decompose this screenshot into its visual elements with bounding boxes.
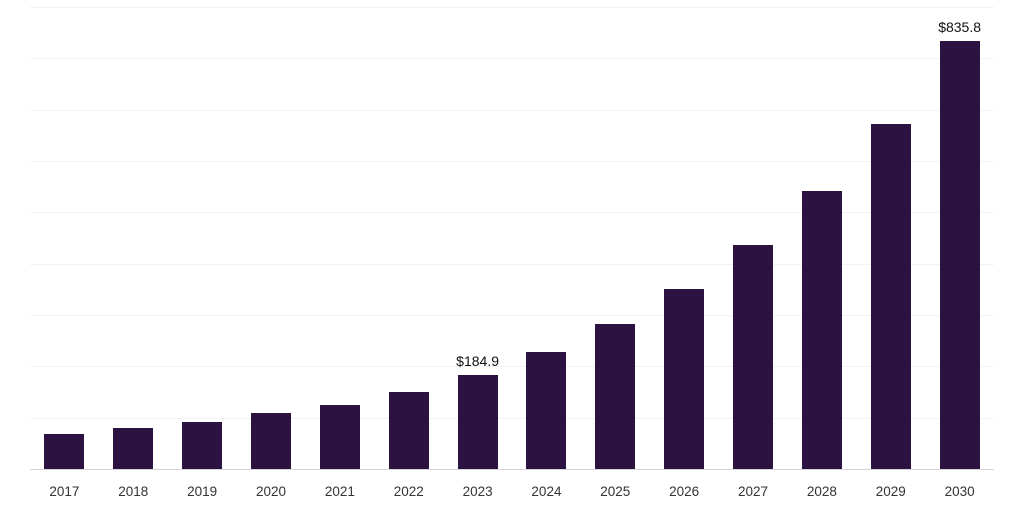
bar-slot bbox=[30, 8, 99, 470]
x-tick-label: 2017 bbox=[49, 483, 80, 499]
bar-slot bbox=[581, 8, 650, 470]
x-tick-label: 2025 bbox=[600, 483, 631, 499]
x-axis-labels: 2017 2018 2019 2020 2021 2022 2023 2024 2025 2026… bbox=[30, 470, 994, 512]
bar-slot: $184.9 bbox=[443, 8, 512, 470]
x-tick-label: 2023 bbox=[462, 483, 493, 499]
bar-2021 bbox=[319, 404, 360, 470]
x-tick-label: 2018 bbox=[118, 483, 149, 499]
plot-area: $184.9 $835.8 bbox=[30, 7, 994, 470]
bar-2030 bbox=[939, 40, 980, 470]
bar-slot bbox=[168, 8, 237, 470]
bar-2020 bbox=[251, 413, 291, 470]
bar-2027 bbox=[733, 245, 774, 470]
bar-value-label: $184.9 bbox=[456, 353, 499, 370]
bar-slot: $835.8 bbox=[925, 8, 994, 470]
bar-slot bbox=[237, 8, 306, 470]
bars-container: $184.9 $835.8 bbox=[30, 8, 994, 470]
x-axis-line bbox=[30, 469, 994, 470]
bar-2023 bbox=[457, 375, 498, 470]
bar-slot bbox=[512, 8, 581, 470]
x-tick-label: 2029 bbox=[875, 483, 906, 499]
x-tick-label: 2022 bbox=[393, 483, 424, 499]
bar-2018 bbox=[113, 428, 154, 470]
bar-2022 bbox=[388, 391, 429, 470]
x-tick-label: 2026 bbox=[669, 483, 700, 499]
bar-2017 bbox=[44, 433, 85, 470]
bar-2026 bbox=[664, 288, 705, 470]
x-tick-label: 2028 bbox=[806, 483, 837, 499]
bar-value-label: $835.8 bbox=[938, 18, 982, 35]
bar-slot bbox=[650, 8, 719, 470]
bar-slot bbox=[305, 8, 374, 470]
bar-2025 bbox=[595, 323, 636, 470]
bar-2028 bbox=[801, 191, 842, 470]
bar-slot bbox=[856, 8, 925, 470]
x-tick-label: 2030 bbox=[944, 483, 975, 499]
bar-slot bbox=[374, 8, 443, 470]
bar-slot bbox=[99, 8, 168, 470]
x-tick-label: 2020 bbox=[255, 483, 287, 499]
x-tick-label: 2021 bbox=[324, 483, 355, 499]
x-tick-label: 2019 bbox=[187, 483, 218, 499]
bar-slot bbox=[719, 8, 788, 470]
x-tick-label: 2024 bbox=[531, 483, 562, 499]
bar-2024 bbox=[526, 352, 567, 470]
x-tick-label: 2027 bbox=[738, 483, 769, 499]
bar-2019 bbox=[182, 421, 223, 470]
bar-2029 bbox=[870, 124, 911, 470]
bar-slot bbox=[787, 8, 856, 470]
